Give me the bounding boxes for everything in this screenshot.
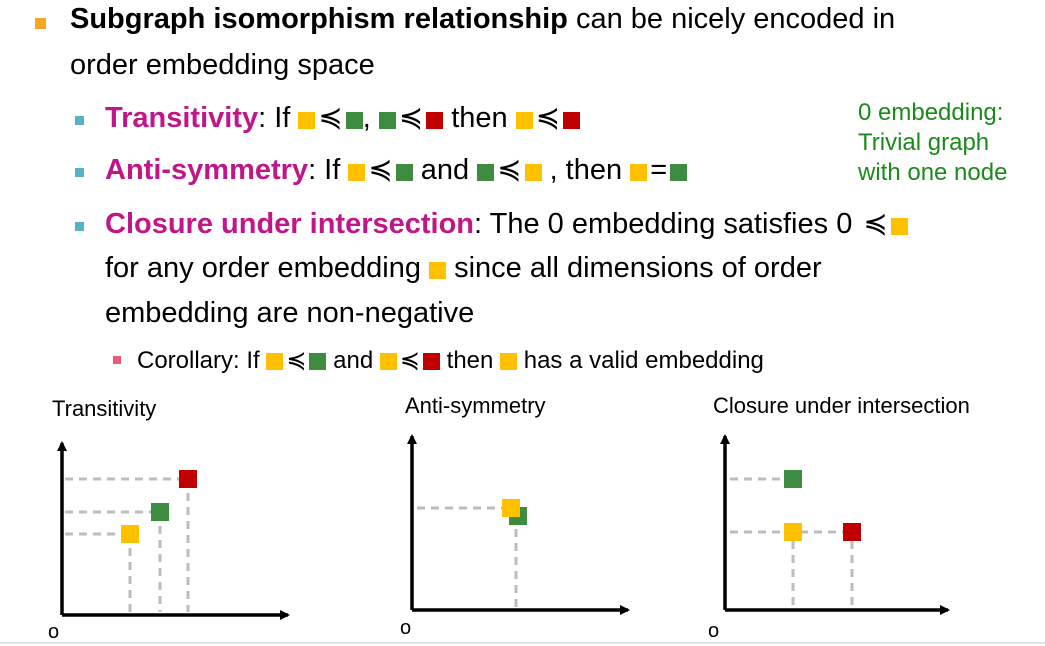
preceq-symbol: ≼: [497, 154, 522, 186]
preceq-symbol: ≼: [863, 208, 888, 240]
green-square-icon: [784, 470, 802, 488]
main-bullet-rest: can be nicely encoded in: [567, 3, 896, 35]
side-note: 0 embedding: Trivial graph with one node: [858, 98, 1038, 188]
main-bullet-bold: Subgraph isomorphism relationship: [70, 3, 568, 35]
corollary-then: then: [446, 347, 494, 374]
transitivity-line: Transitivity: If ≼, ≼ then ≼: [105, 100, 581, 135]
closure-text: : The 0 embedding satisfies 0: [474, 208, 853, 240]
closure-term: Closure under intersection: [105, 208, 475, 240]
preceq-symbol: ≼: [318, 102, 343, 134]
orange-square-icon: [379, 353, 397, 370]
orange-square-icon: [515, 112, 533, 129]
orange-square-icon: [784, 523, 802, 541]
orange-square-icon: [348, 164, 366, 181]
plot-closure: [720, 434, 950, 615]
corollary-and: and: [333, 347, 374, 374]
equals-symbol: =: [650, 154, 668, 186]
divider: [0, 642, 1045, 644]
preceq-symbol: ≼: [368, 154, 393, 186]
comma: ,: [362, 102, 371, 134]
bullet-level2: [75, 116, 84, 125]
side-note-line1: 0 embedding:: [858, 99, 1004, 126]
plot-antisymmetry: [407, 434, 630, 615]
green-square-icon: [378, 112, 396, 129]
preceq-symbol: ≼: [535, 102, 561, 134]
green-square-icon: [670, 164, 688, 181]
orange-square-icon: [500, 353, 518, 370]
green-square-icon: [151, 503, 169, 521]
main-bullet-line2: order embedding space: [70, 49, 375, 81]
plot-title-antisymmetry: Anti-symmetry: [405, 393, 546, 418]
orange-square-icon: [121, 525, 139, 543]
antisymmetry-if: : If: [308, 154, 341, 186]
closure-line2: for any order embedding since all dimens…: [105, 252, 822, 285]
orange-square-icon: [890, 218, 908, 235]
bullet-level2: [75, 222, 84, 231]
main-bullet-line1: Subgraph isomorphism relationship can be…: [70, 3, 895, 36]
preceq-symbol: ≼: [399, 347, 420, 374]
plot-title-transitivity: Transitivity: [52, 396, 157, 421]
preceq-symbol: ≼: [398, 102, 424, 134]
antisymmetry-then: , then: [549, 154, 623, 186]
closure-text: for any order embedding: [105, 252, 421, 284]
plot-origin-label: o: [48, 621, 60, 643]
orange-square-icon: [429, 262, 447, 279]
red-square-icon: [179, 470, 197, 488]
side-note-line3: with one node: [858, 159, 1008, 186]
antisymmetry-line: Anti-symmetry: If ≼ and ≼ , then =: [105, 152, 688, 187]
antisymmetry-and: and: [420, 154, 470, 186]
side-note-line2: Trivial graph: [858, 129, 990, 156]
orange-square-icon: [502, 499, 520, 517]
corollary-suffix: has a valid embedding: [523, 347, 764, 374]
green-square-icon: [395, 164, 413, 181]
red-square-icon: [843, 523, 861, 541]
preceq-symbol: ≼: [286, 347, 307, 374]
closure-line3: embedding are non-negative: [105, 297, 475, 329]
orange-square-icon: [266, 353, 284, 370]
plot-transitivity: [57, 441, 290, 620]
bullet-level2: [75, 168, 84, 177]
bullet-level1: [35, 18, 46, 29]
orange-square-icon: [524, 164, 542, 181]
orange-square-icon: [298, 112, 316, 129]
closure-text: since all dimensions of order: [454, 252, 822, 284]
plot-title-closure: Closure under intersection: [713, 393, 970, 418]
corollary-prefix: Corollary: If: [137, 347, 260, 374]
orange-square-icon: [630, 164, 648, 181]
plot-origin-label: o: [400, 617, 412, 639]
green-square-icon: [309, 353, 327, 370]
corollary-line: Corollary: If ≼ and ≼ then has a valid e…: [137, 346, 764, 375]
transitivity-then: then: [451, 102, 508, 134]
red-square-icon: [422, 353, 440, 370]
closure-line1: Closure under intersection: The 0 embedd…: [105, 206, 908, 241]
bullet-level3: [113, 356, 121, 364]
transitivity-if: : If: [258, 102, 291, 134]
transitivity-term: Transitivity: [105, 102, 259, 134]
antisymmetry-term: Anti-symmetry: [105, 154, 309, 186]
green-square-icon: [345, 112, 363, 129]
plot-origin-label: o: [708, 620, 720, 642]
red-square-icon: [426, 112, 444, 129]
green-square-icon: [477, 164, 495, 181]
red-square-icon: [563, 112, 581, 129]
